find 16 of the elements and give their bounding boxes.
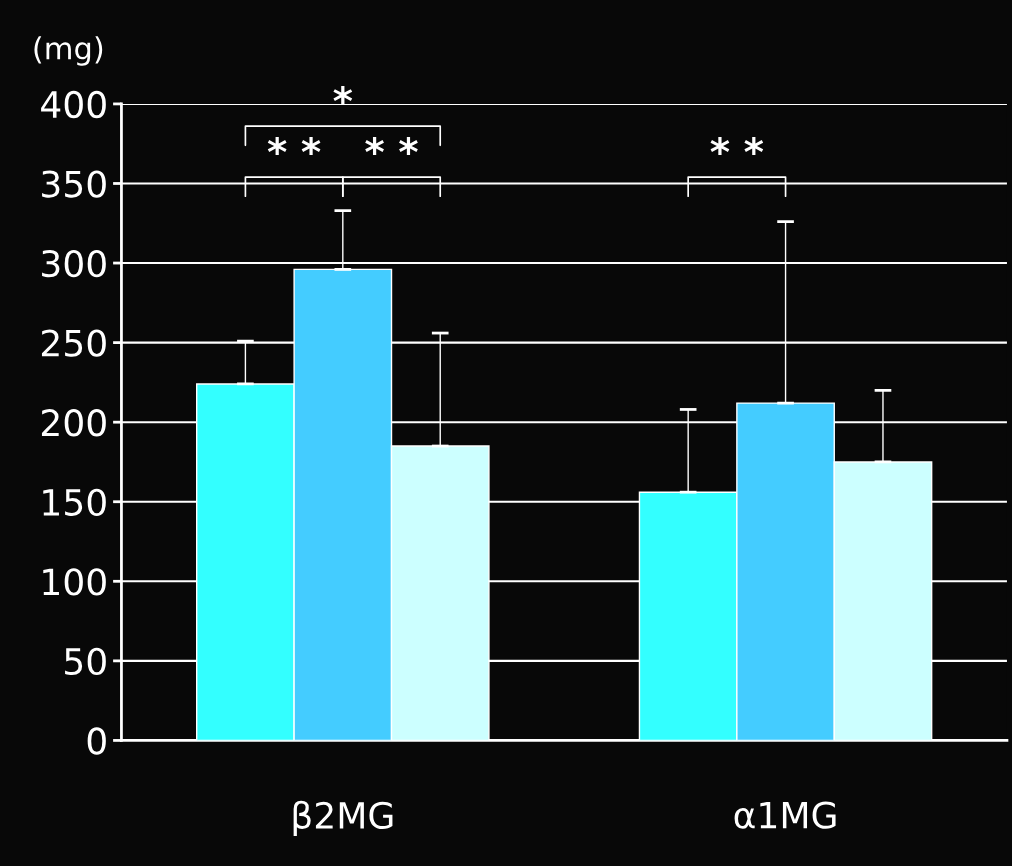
annotation: * * (710, 136, 764, 156)
y-tick-label: 150 (43, 488, 106, 516)
y-tick-label: 200 (41, 409, 106, 437)
y-tick-label: 0 (87, 727, 106, 755)
x-tick-label: β2MG (293, 800, 393, 837)
y-axis-title: (mg) (34, 36, 103, 66)
annotation: * * (267, 136, 321, 156)
annotation: * (333, 86, 353, 105)
y-tick-label: 50 (65, 647, 106, 676)
x-tick-label: α1MG (734, 801, 836, 829)
y-tick-label: 250 (41, 329, 106, 357)
y-tick-label: 100 (43, 568, 106, 596)
y-tick-label: 400 (41, 90, 106, 119)
annotation: * * (365, 136, 418, 156)
y-tick-label: 300 (42, 249, 106, 278)
y-tick-label: 350 (42, 170, 106, 198)
